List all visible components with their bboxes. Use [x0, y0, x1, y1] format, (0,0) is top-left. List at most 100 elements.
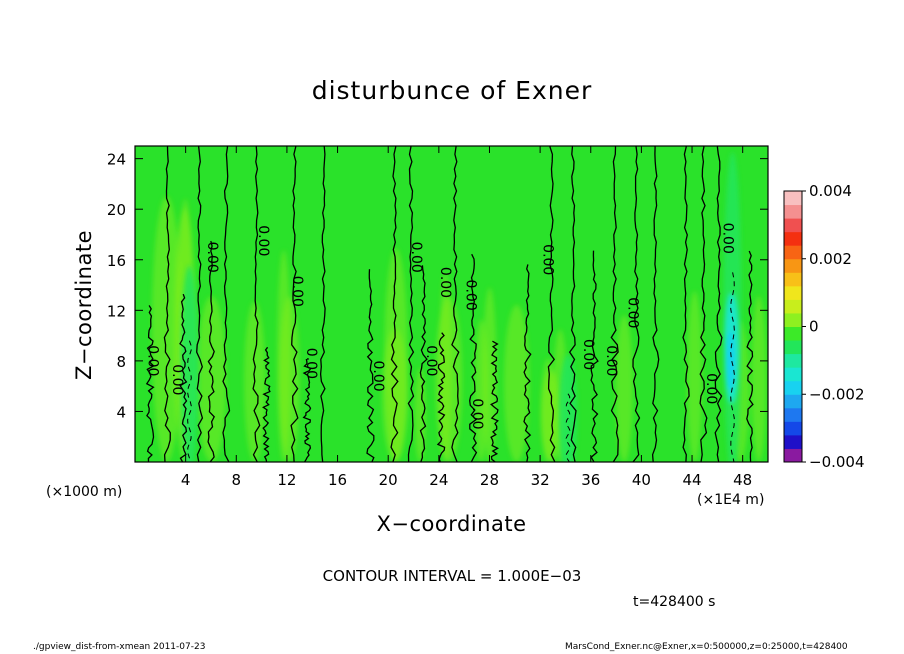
x-axis: 4 8 12 16 20 24 28 32 36 40 44 48	[181, 146, 752, 489]
zero-contour-line	[196, 146, 204, 462]
positive-anomaly-shade	[503, 304, 530, 462]
zero-contour-line	[436, 332, 446, 462]
colorbar-swatch	[784, 285, 802, 300]
contour-label: 0.00	[423, 345, 439, 376]
plot-frame	[134, 145, 769, 463]
zero-contour-line	[252, 146, 261, 462]
negative-anomaly	[723, 152, 742, 462]
zero-contour-line	[145, 305, 155, 462]
colorbar-swatch	[784, 245, 802, 260]
colorbar-swatch	[784, 353, 802, 368]
x-tick-label: 48	[733, 471, 752, 489]
contour-label: 0.00	[462, 280, 478, 311]
time-stamp: t=428400 s	[633, 594, 716, 610]
zero-contour-line	[407, 146, 415, 462]
zero-contour-line	[419, 265, 428, 462]
zero-contour-line	[610, 146, 619, 462]
contour-label: 0.00	[540, 244, 556, 275]
colorbar-swatch	[784, 394, 802, 409]
contour-label: 0.00	[169, 364, 185, 395]
zero-contour-line	[222, 146, 231, 462]
zero-contour-line	[262, 346, 271, 462]
contour-label: 0.00	[703, 373, 719, 404]
contour-interval-note: CONTOUR INTERVAL = 1.000E−03	[322, 567, 582, 585]
anomaly-shade-core	[726, 330, 735, 391]
zero-contour-line	[179, 293, 188, 462]
colorbar-swatch	[784, 380, 802, 395]
colorbar-swatch	[784, 407, 802, 422]
colorbar-swatch	[784, 367, 802, 382]
positive-anomaly-shade	[277, 250, 291, 462]
zero-contour-line	[319, 146, 326, 462]
colorbar: 0.004 0.002 0 −0.002 −0.004	[783, 182, 865, 471]
positive-anomaly-shade	[196, 296, 227, 462]
x-tick-label: 8	[232, 471, 242, 489]
zero-contour-line	[451, 146, 460, 462]
footer-data-source: MarsCond_Exner.nc@Exner,x=0:500000,z=0:2…	[565, 642, 848, 652]
zero-contour-line	[290, 146, 299, 462]
contour-lines-layer	[145, 146, 754, 462]
positive-anomaly-shade	[615, 315, 633, 462]
negative-contour-line	[186, 340, 192, 462]
x-tick-label: 12	[277, 471, 296, 489]
contour-label: 0.00	[469, 398, 485, 429]
contour-label: 0.00	[719, 223, 735, 254]
contour-label: 0.00	[204, 242, 220, 273]
y-tick-label: 24	[107, 151, 126, 169]
zero-contour-line	[469, 253, 478, 462]
colorbar-swatch	[784, 299, 802, 314]
zero-contour-line	[366, 269, 375, 462]
colorbar-swatch	[784, 258, 802, 273]
x-tick-label: 44	[682, 471, 701, 489]
zero-contour-line	[651, 146, 660, 462]
field-soft-shading	[151, 196, 767, 462]
x-tick-label: 32	[531, 471, 550, 489]
zero-contour-line	[163, 146, 171, 462]
zero-contour-line	[632, 146, 641, 462]
colorbar-swatch	[784, 326, 802, 341]
y-tick-label: 16	[107, 252, 126, 270]
contour-label: 0.00	[625, 297, 641, 328]
x-axis-label: X−coordinate	[376, 512, 527, 536]
x-tick-label: 40	[632, 471, 651, 489]
colorbar-tick-label: −0.002	[809, 385, 865, 403]
x-tick-label: 16	[328, 471, 347, 489]
x-tick-label: 4	[181, 471, 191, 489]
contour-label: 0.00	[289, 276, 305, 307]
positive-anomaly-shade	[435, 297, 463, 462]
contour-label: 0.00	[303, 348, 319, 379]
zero-contour-line	[714, 146, 723, 462]
y-tick-label: 8	[116, 353, 126, 371]
zero-contour-line	[523, 264, 532, 462]
colorbar-swatch	[784, 218, 802, 233]
x-tick-label: 36	[581, 471, 600, 489]
contour-label: 0.00	[437, 267, 453, 298]
contour-label: 0.00	[603, 345, 619, 376]
zero-contour-line	[207, 240, 215, 462]
colorbar-swatch	[784, 272, 802, 287]
contour-labels-layer: 0.00 0.00 0.00 0.00 0.00 0.00 0.00 0.00 0.00 0.00…	[145, 223, 736, 430]
positive-anomaly-shade	[751, 296, 767, 462]
zero-contour-line	[568, 146, 577, 462]
zero-contour-line	[490, 340, 499, 462]
y-tick-label: 12	[107, 302, 126, 320]
y-axis: 4 8 12 16 20 24	[107, 151, 768, 421]
colorbar-swatch	[784, 448, 802, 463]
y-tick-label: 20	[107, 201, 126, 219]
colorbar-swatch	[784, 231, 802, 246]
negative-contour-line	[565, 393, 571, 462]
zero-contour-line	[590, 250, 599, 462]
x-tick-label: 28	[480, 471, 499, 489]
field-fill-layer	[151, 152, 767, 462]
colorbar-swatch	[784, 340, 802, 355]
zero-contour-line	[547, 146, 556, 462]
zero-contour-line	[302, 358, 312, 462]
colorbar-tick-label: 0.004	[809, 182, 852, 200]
zero-contour-line	[699, 146, 708, 462]
positive-anomaly-shade	[384, 248, 408, 462]
colorbar-tick-label: 0.002	[809, 250, 852, 268]
colorbar-swatch	[784, 204, 802, 219]
zero-contour-line	[746, 250, 754, 462]
colorbar-tick-label: 0	[809, 318, 819, 336]
